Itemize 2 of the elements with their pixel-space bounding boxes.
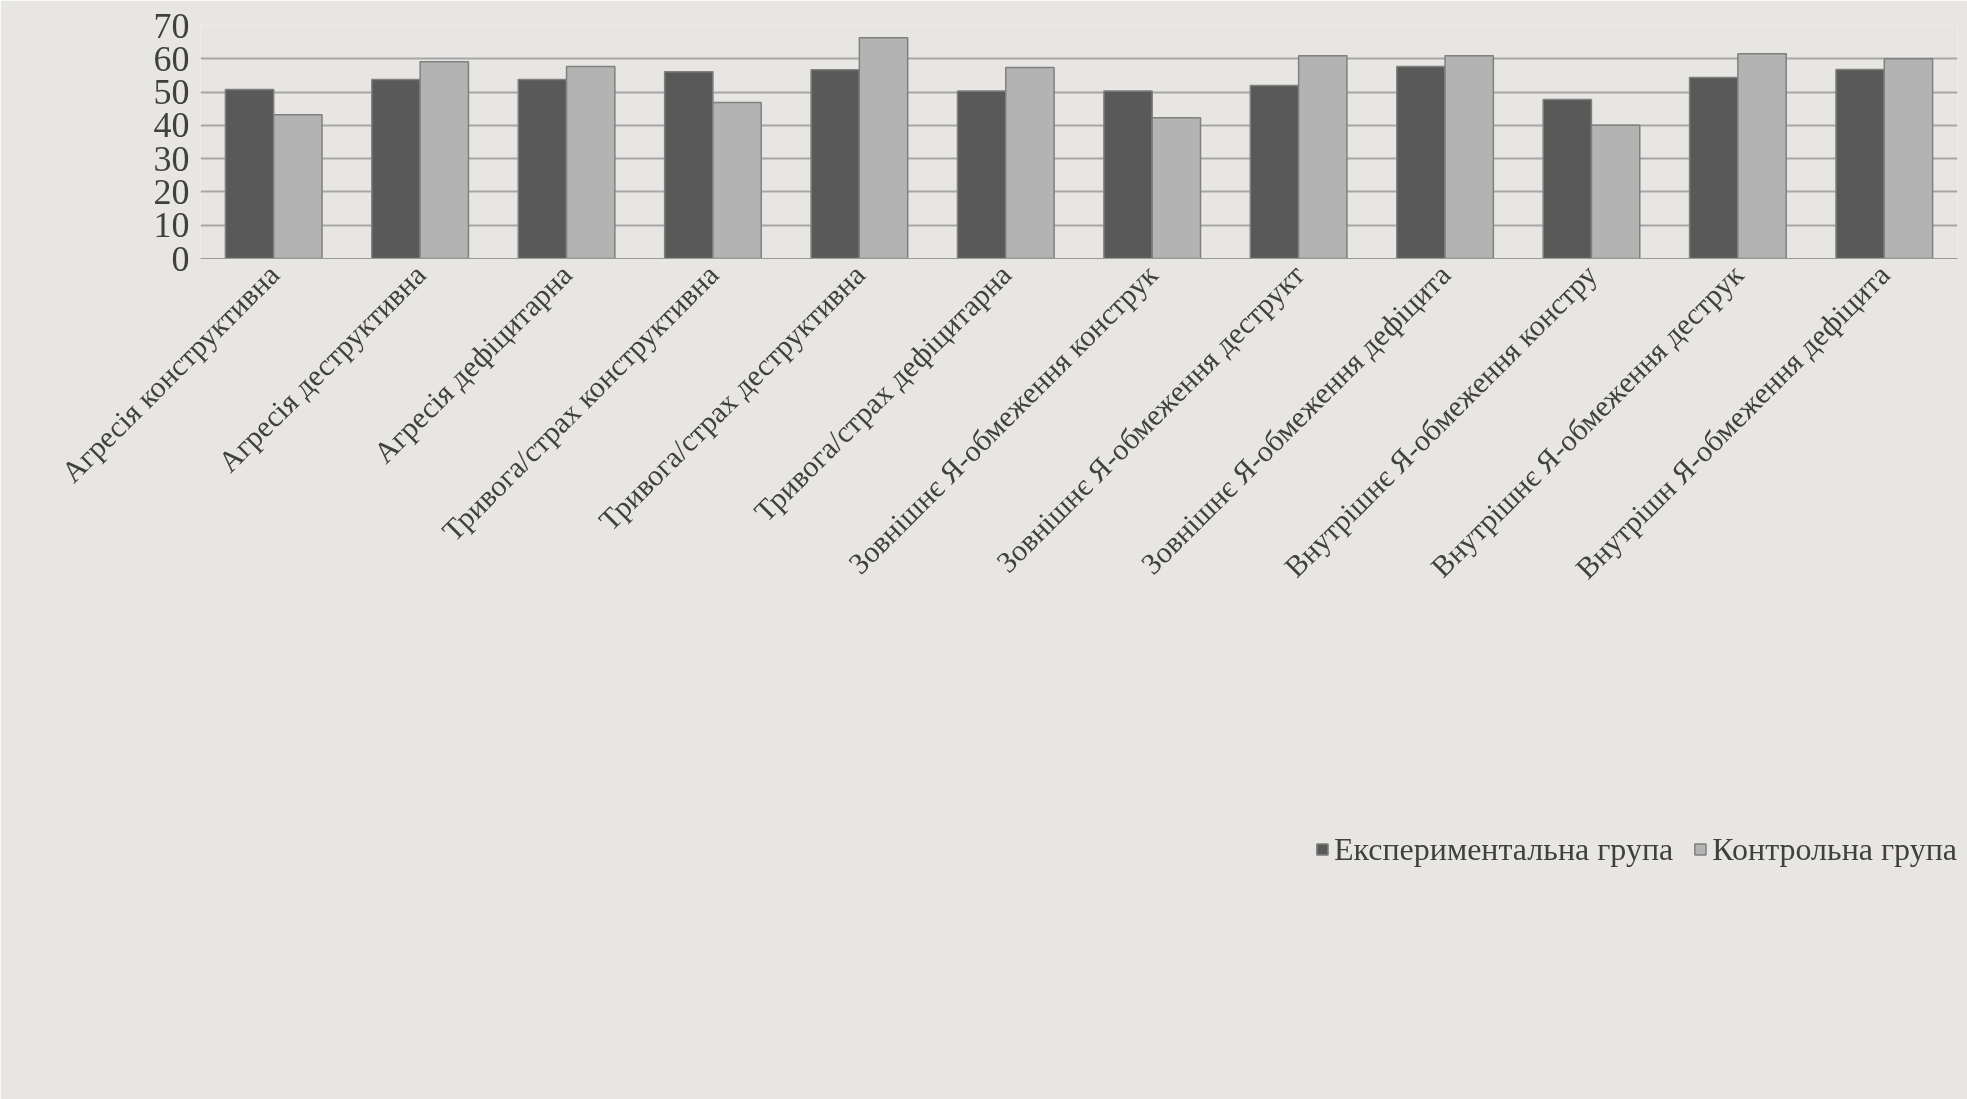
- legend-label: Експериментальна група: [1333, 830, 1674, 868]
- legend-label: Контрольна група: [1712, 830, 1957, 868]
